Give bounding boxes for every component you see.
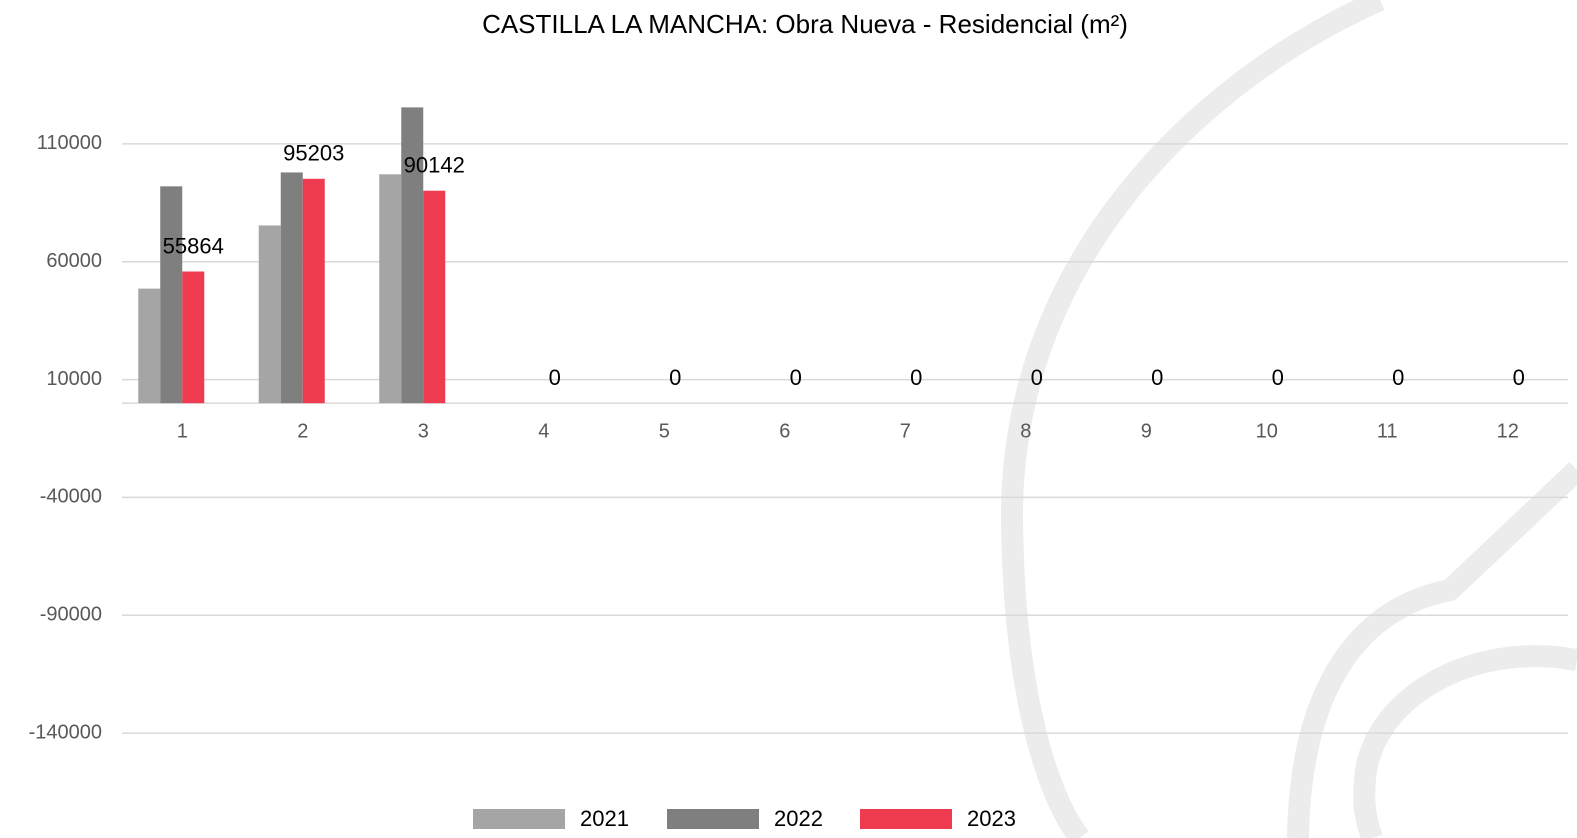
data-label: 0 — [1151, 365, 1163, 390]
data-label: 0 — [910, 365, 922, 390]
bar — [423, 190, 446, 404]
data-label: 90142 — [404, 153, 465, 178]
data-label: 55864 — [163, 233, 224, 258]
x-tick-label: 8 — [1020, 420, 1031, 442]
bar — [401, 107, 424, 404]
data-label: 0 — [1392, 365, 1404, 390]
y-tick-label: -90000 — [40, 604, 102, 626]
watermark-arc — [1000, 0, 1385, 838]
x-tick-label: 6 — [779, 420, 790, 442]
bar — [280, 172, 303, 404]
chart-title: CASTILLA LA MANCHA: Obra Nueva - Residen… — [482, 9, 1128, 39]
watermark-arc — [1353, 645, 1577, 838]
legend-swatch — [473, 809, 565, 829]
bar — [160, 186, 183, 404]
data-label: 0 — [790, 365, 802, 390]
x-tick-label: 7 — [900, 420, 911, 442]
bar — [182, 271, 205, 404]
x-tick-label: 11 — [1377, 420, 1398, 442]
watermark — [1000, 0, 1577, 838]
data-label: 0 — [549, 365, 561, 390]
data-label: 0 — [669, 365, 681, 390]
watermark-arc — [1287, 462, 1577, 838]
legend-swatch — [667, 809, 759, 829]
x-tick-label: 3 — [418, 420, 429, 442]
bar — [379, 174, 402, 404]
x-tick-label: 1 — [177, 420, 188, 442]
x-tick-label: 5 — [659, 420, 670, 442]
y-tick-label: -140000 — [29, 721, 102, 743]
legend-label: 2021 — [580, 806, 629, 831]
bar — [138, 288, 161, 404]
legend-swatch — [860, 809, 952, 829]
bar — [302, 178, 325, 404]
x-tick-label: 10 — [1256, 420, 1278, 442]
x-tick-label: 4 — [538, 420, 549, 442]
x-tick-label: 12 — [1497, 420, 1519, 442]
x-tick-label: 2 — [297, 420, 308, 442]
x-tick-label: 9 — [1141, 420, 1152, 442]
bar — [258, 225, 281, 404]
y-tick-label: 10000 — [46, 368, 102, 390]
y-tick-label: 110000 — [37, 132, 102, 154]
legend-label: 2023 — [967, 806, 1016, 831]
legend-label: 2022 — [774, 806, 823, 831]
data-label: 0 — [1513, 365, 1525, 390]
data-label: 95203 — [283, 141, 344, 166]
y-tick-label: -40000 — [40, 486, 102, 508]
data-label: 0 — [1031, 365, 1043, 390]
data-label: 0 — [1272, 365, 1284, 390]
y-tick-label: 60000 — [46, 250, 102, 272]
